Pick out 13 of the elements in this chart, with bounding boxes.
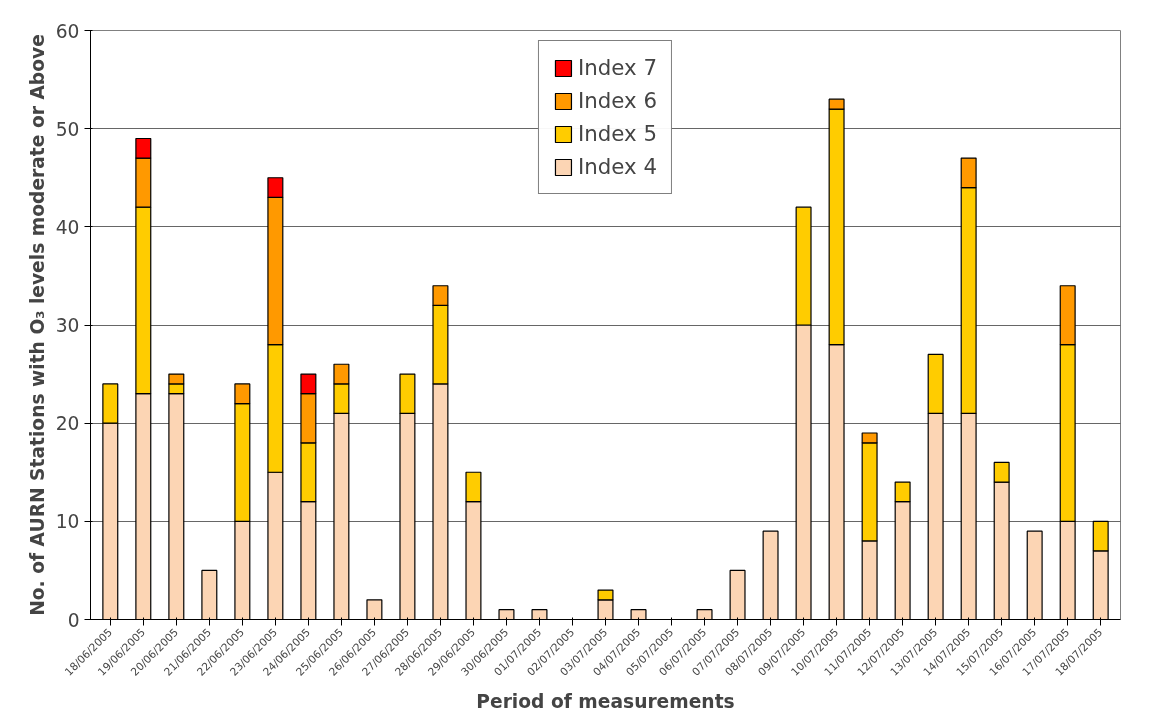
y-tick-label: 50 (55, 118, 80, 140)
x-axis-title: Period of measurements (476, 691, 735, 713)
y-tick-label: 0 (67, 609, 80, 631)
legend-label: Index 7 (577, 55, 658, 80)
y-tick-label: 60 (55, 20, 80, 42)
legend-label: Index 5 (577, 121, 658, 146)
y-tick-label: 40 (55, 216, 80, 238)
y-axis-title: No. of AURN Stations with O₃ levels moderate or Above (26, 34, 48, 616)
legend-label: Index 6 (577, 88, 658, 113)
y-tick-label: 10 (55, 511, 80, 533)
y-tick-label: 20 (55, 413, 80, 435)
legend-label: Index 4 (577, 154, 658, 179)
y-tick-label: 30 (55, 315, 80, 336)
